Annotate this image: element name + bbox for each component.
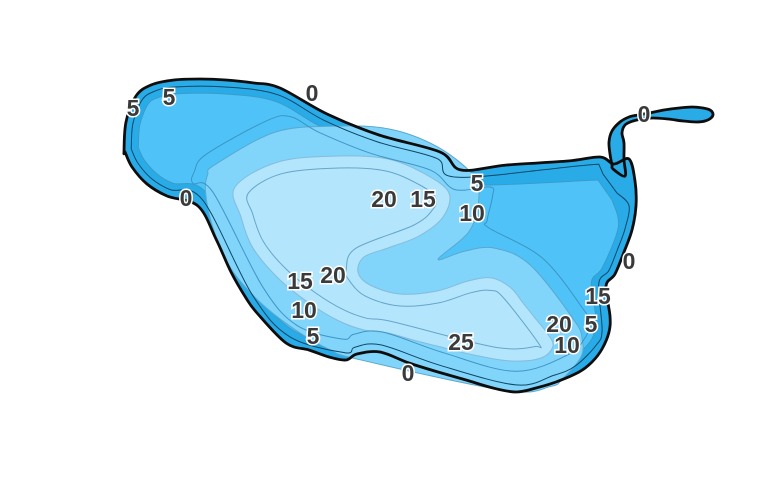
svg-text:20: 20 — [320, 262, 346, 288]
svg-text:15: 15 — [287, 268, 313, 294]
svg-text:25: 25 — [448, 329, 474, 355]
svg-text:15: 15 — [585, 283, 611, 309]
svg-text:0: 0 — [638, 101, 651, 127]
svg-text:0: 0 — [402, 360, 415, 386]
svg-text:5: 5 — [127, 95, 140, 121]
svg-text:5: 5 — [163, 84, 176, 110]
svg-text:10: 10 — [554, 332, 580, 358]
svg-text:5: 5 — [307, 323, 320, 349]
svg-text:5: 5 — [471, 170, 484, 196]
svg-text:0: 0 — [623, 248, 636, 274]
svg-text:0: 0 — [180, 185, 193, 211]
svg-text:0: 0 — [306, 80, 319, 106]
svg-text:10: 10 — [459, 200, 485, 226]
svg-text:20: 20 — [371, 186, 397, 212]
svg-text:10: 10 — [291, 297, 317, 323]
svg-text:15: 15 — [410, 186, 436, 212]
svg-text:5: 5 — [585, 311, 598, 337]
